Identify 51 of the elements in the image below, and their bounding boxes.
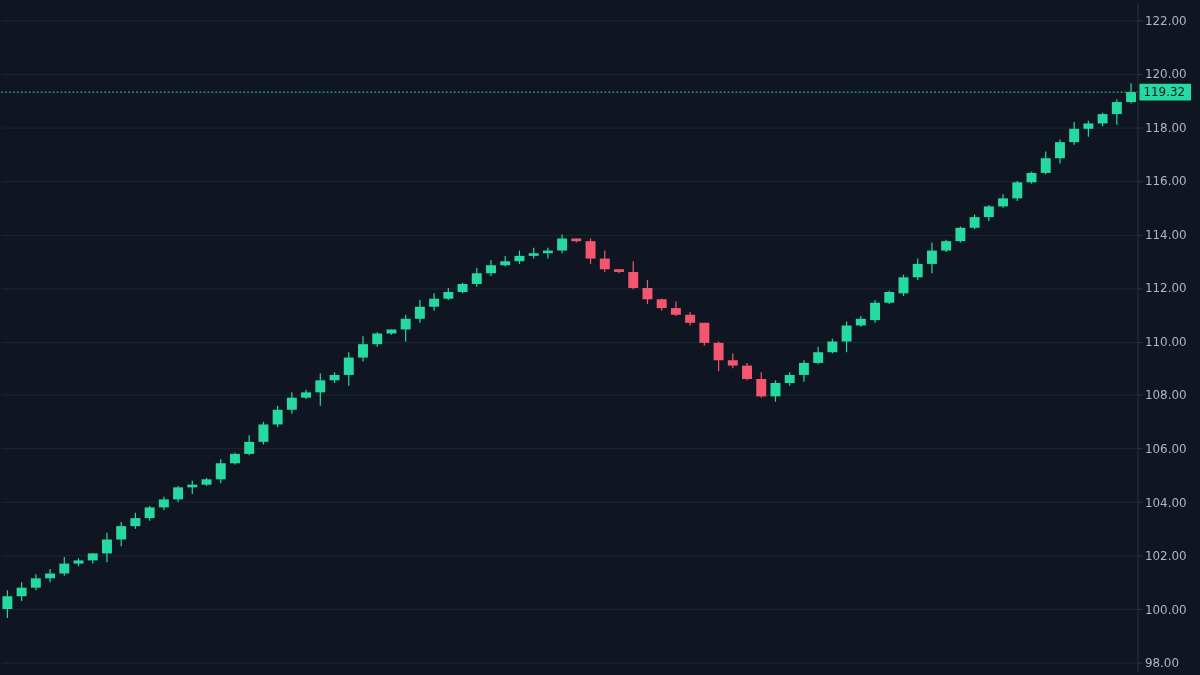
candlestick	[358, 335, 368, 363]
candlestick	[286, 391, 297, 415]
candlestick	[585, 237, 596, 265]
candlestick	[770, 379, 781, 403]
candlestick	[1054, 138, 1065, 165]
candlestick	[756, 371, 767, 399]
candlestick	[343, 351, 354, 387]
candlestick	[2, 589, 13, 619]
y-tick-label: 102.00	[1144, 549, 1187, 564]
candlestick	[315, 373, 326, 407]
y-tick-label: 108.00	[1144, 388, 1187, 403]
candlestick	[557, 233, 568, 254]
y-tick-label: 98.00	[1144, 656, 1180, 671]
candlestick	[429, 292, 440, 312]
y-tick-label: 118.00	[1144, 120, 1187, 135]
candlestick	[59, 556, 70, 577]
y-tick-label: 110.00	[1144, 334, 1187, 349]
y-tick-label: 106.00	[1144, 442, 1187, 456]
candlestick	[1012, 180, 1023, 202]
candlestick	[1111, 98, 1122, 126]
candlestick	[244, 434, 255, 456]
candlestick	[713, 340, 724, 372]
candlestick	[272, 405, 283, 428]
candlestick	[870, 299, 881, 324]
y-tick-label: 100.00	[1144, 602, 1187, 617]
candlestick	[45, 568, 56, 583]
candlestick	[400, 314, 411, 343]
y-tick-label: 122.00	[1144, 13, 1187, 28]
y-tick-label: 104.00	[1144, 495, 1187, 510]
candlestick	[215, 458, 226, 484]
candlestick	[628, 260, 639, 290]
candlestick	[912, 257, 923, 281]
candlestick	[16, 581, 27, 602]
ref-line-label: 119.32	[1143, 85, 1186, 100]
candlestick	[258, 421, 269, 446]
candlestick	[116, 521, 127, 547]
candlestick	[471, 267, 482, 288]
candlestick	[798, 359, 809, 383]
candlestick	[1069, 121, 1080, 146]
candlestick	[926, 241, 937, 274]
y-tick-label: 112.00	[1144, 281, 1187, 296]
candlestick	[841, 320, 852, 353]
candlestick	[101, 532, 112, 563]
candlestick	[642, 279, 653, 305]
y-tick-label: 120.00	[1144, 67, 1187, 82]
y-tick-label: 116.00	[1144, 174, 1187, 189]
candlestick	[898, 274, 909, 297]
y-tick-label: 114.00	[1144, 227, 1187, 242]
candlestick	[1040, 150, 1051, 175]
candlestick	[414, 299, 425, 324]
candlestick	[599, 249, 610, 273]
